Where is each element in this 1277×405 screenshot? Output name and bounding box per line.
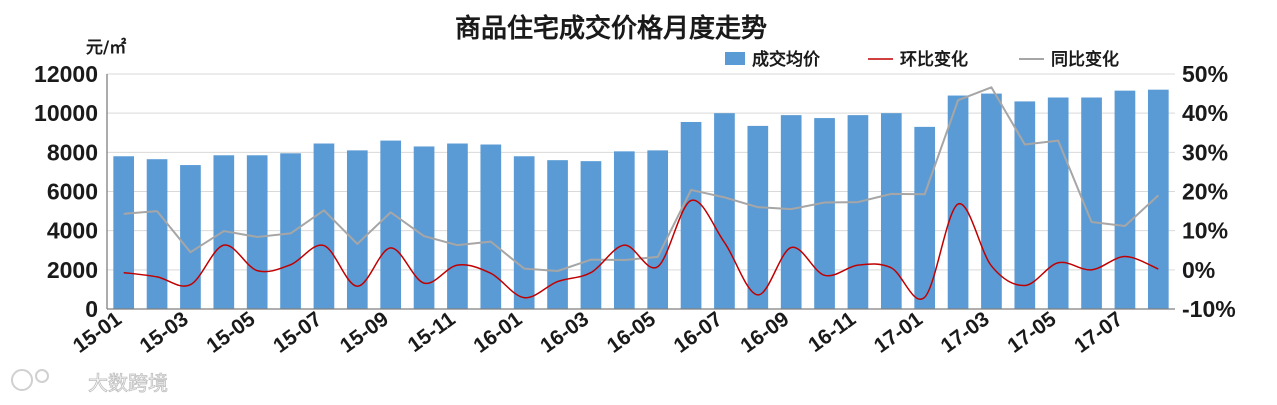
y-right-ticks: -10% 0% 10% 20% 30% 40% 50% [1182,61,1236,322]
bar [113,156,135,309]
y-left-tick-label: 2000 [47,257,98,283]
y-left-unit: 元/㎡ [86,37,126,58]
y-right-tick-label: 10% [1182,218,1228,244]
series-line-mom [123,199,1159,300]
bar [981,93,1002,309]
bar [146,159,168,309]
y-right-tick-label: 50% [1182,61,1228,87]
y-left-tick-label: 12000 [34,61,98,87]
bar [1047,97,1069,309]
x-tick-label: 15-07 [269,307,326,357]
y-left-tick-label: 8000 [47,139,98,165]
x-tick-label: 15-11 [404,307,460,357]
series-line-yoy [123,86,1159,273]
x-tick-label: 16-01 [469,307,526,357]
legend-swatch-bar [725,52,745,65]
y-right-tick-label: 30% [1182,139,1228,165]
legend-label-mom: 环比变化 [900,49,968,70]
bar [180,165,201,309]
bar [246,155,268,309]
bar [1081,97,1102,309]
x-tick-label: 15-09 [336,307,393,357]
bar [914,126,936,309]
watermark-text: 大数跨境 [88,371,168,395]
x-tick-label: 15-05 [202,307,259,357]
legend: 成交均价 环比变化 同比变化 [725,49,1119,70]
x-tick-label: 16-07 [670,307,727,357]
bar [447,143,468,309]
bar [1114,90,1136,309]
y-right-tick-label: 20% [1182,179,1228,205]
bar [780,115,802,309]
x-tick-label: 17-01 [870,307,927,357]
y-left-tick-label: 0 [85,296,98,322]
bar [346,150,368,309]
x-tick-label: 16-11 [804,307,860,357]
y-left-tick-label: 10000 [34,100,98,126]
bar [1014,101,1036,310]
y-left-tick-label: 4000 [47,218,98,244]
y-left-tick-label: 6000 [47,179,98,205]
line-series [123,86,1159,300]
x-tick-label: 16-03 [536,307,593,357]
x-tick-label: 16-09 [736,307,793,357]
legend-label-bar: 成交均价 [752,49,821,70]
watermark-logo-icon [11,369,33,391]
bar [814,118,835,309]
watermark: 大数跨境 [11,369,168,395]
y-right-tick-label: -10% [1182,296,1236,322]
bar [680,121,702,310]
bar [413,146,435,309]
axes [106,74,1175,310]
bar [513,156,535,309]
y-right-tick-label: 40% [1182,100,1228,126]
bar [547,160,568,309]
x-tick-label: 15-03 [136,307,193,357]
bar [880,113,902,310]
y-right-tick-label: 0% [1182,257,1215,283]
bar [1147,89,1169,310]
chart-title: 商品住宅成交价格月度走势 [455,13,767,44]
x-tick-label: 17-05 [1003,307,1060,357]
bar [647,150,669,309]
bar [313,143,335,309]
bar [714,113,735,310]
x-ticks: 15-01 15-03 15-05 15-07 15-09 15-11 16-01 16-03… [69,307,1127,357]
bar [747,125,769,309]
x-tick-label: 17-07 [1070,307,1127,357]
watermark-logo-icon-inner [35,369,49,383]
bar [280,153,301,309]
bar [613,151,635,309]
x-tick-label: 17-03 [937,307,994,357]
bar [847,115,869,309]
bar [380,140,402,309]
bar [580,161,602,309]
bars-series [113,89,1169,310]
bar [947,95,969,310]
legend-label-yoy: 同比变化 [1051,49,1119,70]
y-left-ticks: 0 2000 4000 6000 8000 10000 12000 [34,61,98,322]
bar [480,144,502,309]
x-tick-label: 16-05 [603,307,660,357]
